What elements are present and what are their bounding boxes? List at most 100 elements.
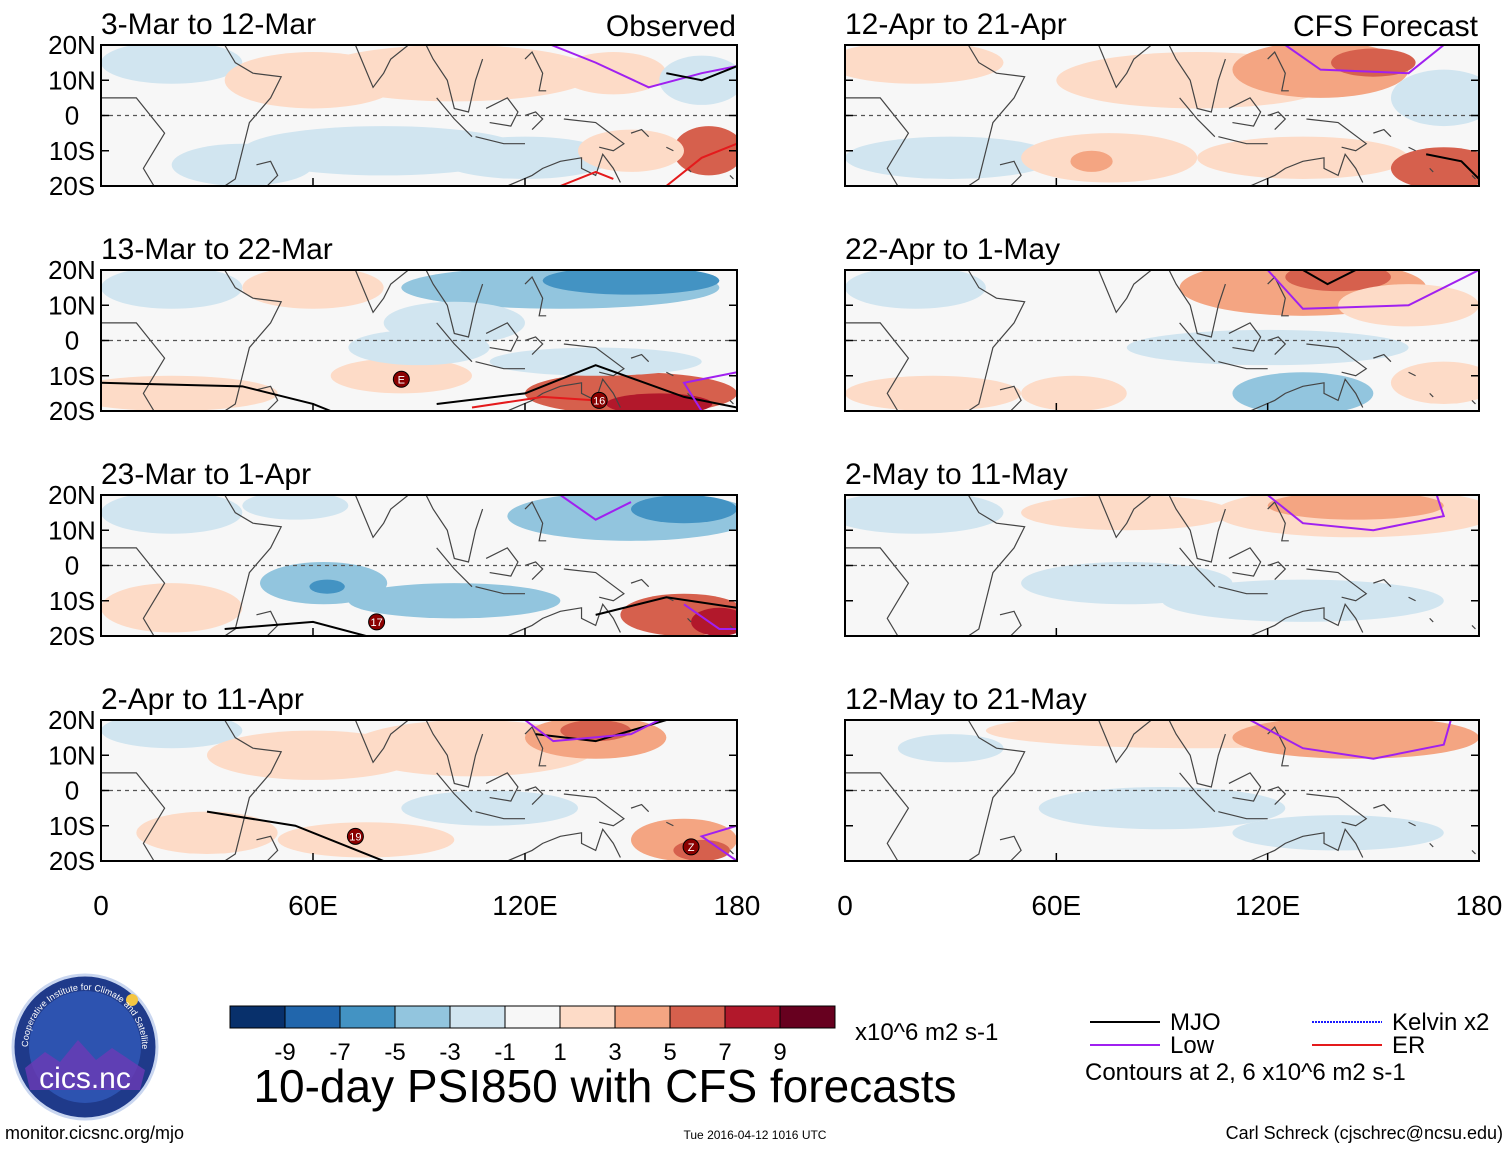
y-tick-label: 10S (49, 586, 95, 616)
coastline (485, 772, 519, 802)
coastline (1168, 720, 1226, 788)
coastline (524, 501, 547, 542)
legend-label: MJO (1170, 1009, 1221, 1036)
anomaly-region (560, 52, 667, 95)
x-tick-label: 60E (288, 890, 338, 921)
anomaly-region (101, 495, 243, 534)
coastline (436, 547, 473, 588)
coastline (256, 160, 279, 186)
panel-1: 20N 10N 0 10S 20S 3-Mar to 12-Mar (48, 8, 738, 201)
coastline (485, 97, 519, 127)
storm-marker: 16 (590, 391, 608, 409)
panel-6: 22-Apr to 1-May (844, 233, 1480, 412)
coastline (425, 270, 484, 338)
storm-label: 16 (593, 395, 605, 407)
coastline (1408, 596, 1416, 602)
anomaly-region (101, 270, 243, 309)
coastline (101, 322, 166, 411)
coastline (524, 111, 544, 131)
coastline (1218, 811, 1268, 820)
colorbar-label: -7 (329, 1039, 350, 1066)
coastlines (845, 495, 1476, 636)
coastline (845, 322, 910, 411)
coastline (1267, 336, 1287, 356)
y-tick-label: 20S (49, 396, 95, 426)
coastline (425, 495, 484, 563)
colorbar: -9 -7 -5 -3 -1 1 3 5 7 9 (229, 1005, 836, 1066)
coastline (1267, 726, 1289, 767)
coastline (1267, 276, 1289, 317)
footer-url[interactable]: monitor.cicsnc.org/mjo (5, 1123, 184, 1143)
legend-label: Low (1170, 1032, 1215, 1059)
contour-line (595, 596, 737, 616)
colorbar-swatch (504, 1005, 561, 1029)
anomaly-region (691, 607, 737, 636)
coastline (436, 97, 473, 138)
panel-8: 0 60E 120E 180 12-May to 21-May (837, 683, 1502, 921)
anomaly-region (1197, 136, 1409, 179)
filter-contours (101, 364, 737, 411)
coastlines (845, 45, 1476, 186)
colorbar-swatch (394, 1005, 451, 1029)
coastline (630, 578, 650, 588)
anomaly-region (1232, 815, 1444, 851)
contour-line (524, 720, 660, 743)
coastline (224, 45, 283, 186)
coastline (1168, 45, 1226, 113)
legend-label: Kelvin x2 (1392, 1009, 1489, 1036)
anomaly-region (101, 375, 278, 411)
colorbar-swatch (614, 1005, 671, 1029)
anomaly-region (1390, 361, 1479, 404)
colorbar-label: -9 (274, 1039, 295, 1066)
coastline (256, 835, 279, 861)
coastline (1471, 175, 1476, 180)
panel-title: 23-Mar to 1-Apr (101, 458, 311, 491)
anomaly-region (845, 495, 1004, 534)
anomaly-shading (101, 45, 737, 186)
coastline (1179, 547, 1216, 588)
anomaly-region (1021, 495, 1233, 531)
anomaly-region (1070, 150, 1113, 172)
coastline (101, 97, 166, 186)
panel-5: 12-Apr to 21-Apr (844, 8, 1480, 187)
storm-label: E (398, 374, 405, 386)
contour-line (1249, 720, 1452, 760)
coastline (1408, 371, 1416, 377)
coastline (1306, 343, 1368, 377)
coastline (1228, 97, 1262, 127)
coastline (1471, 625, 1476, 630)
panel-title: 12-Apr to 21-Apr (845, 8, 1067, 41)
coastline (1267, 786, 1287, 806)
observed-tag: Observed (606, 10, 736, 43)
anomaly-region (309, 579, 345, 594)
anomaly-region (1390, 69, 1479, 127)
y-tick-label: 20S (49, 171, 95, 201)
contour-line (1302, 270, 1357, 286)
anomaly-region (242, 495, 349, 520)
x-tick-label: 60E (1031, 890, 1081, 921)
coastline (1077, 495, 1152, 539)
coastline (524, 276, 547, 317)
panel-3: 17 20N 10N 0 10S 20S 23-Mar to 1-Apr (48, 458, 738, 651)
anomaly-region (845, 136, 1057, 179)
coastline (485, 547, 519, 577)
colorbar-label: -5 (384, 1039, 405, 1066)
coastline (666, 371, 674, 377)
x-tick-label: 180 (1456, 890, 1503, 921)
colorbar-label: 7 (718, 1039, 731, 1066)
coastline (334, 495, 409, 539)
coastline (1249, 602, 1364, 636)
coastline (334, 720, 409, 764)
filter-contours (1266, 270, 1479, 310)
coastline (101, 772, 166, 861)
contour-line (224, 620, 367, 636)
colorbar-swatch (724, 1005, 781, 1029)
panel-title: 2-Apr to 11-Apr (101, 683, 304, 716)
contour-legend: MJO Kelvin x2 Low ER (1090, 1009, 1489, 1059)
storm-marker: E (392, 370, 410, 388)
y-tick-label: 0 (65, 101, 79, 131)
coastline (1306, 118, 1368, 152)
coastline (1168, 495, 1226, 563)
colorbar-swatch (229, 1005, 286, 1029)
x-tick-label: 0 (837, 890, 853, 921)
